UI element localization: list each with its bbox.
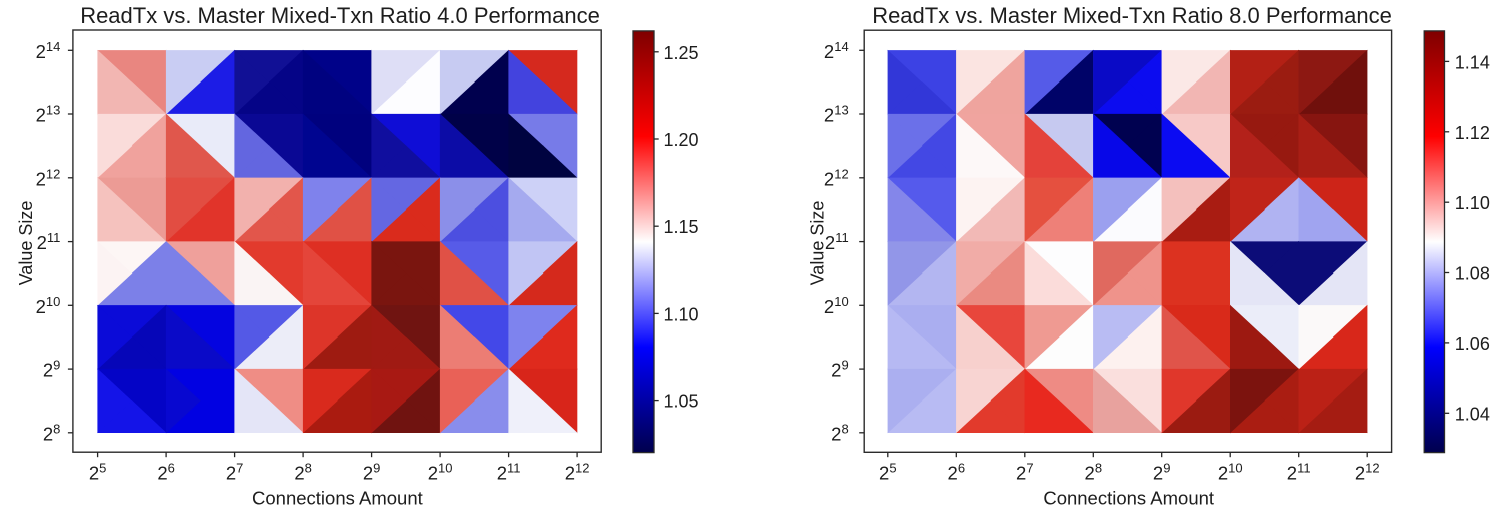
svg-text:Connections Amount: Connections Amount [252,488,423,509]
svg-text:Value Size: Value Size [807,201,827,286]
svg-text:ReadTx vs. Master Mixed-Txn Ra: ReadTx vs. Master Mixed-Txn Ratio 4.0 Pe… [80,3,600,28]
svg-text:1.15: 1.15 [664,217,699,237]
svg-text:1.08: 1.08 [1455,264,1490,284]
svg-text:1.20: 1.20 [664,130,699,150]
svg-text:1.10: 1.10 [1455,193,1490,213]
svg-text:1.05: 1.05 [664,392,699,412]
svg-text:ReadTx vs. Master Mixed-Txn Ra: ReadTx vs. Master Mixed-Txn Ratio 8.0 Pe… [872,3,1392,28]
svg-text:1.04: 1.04 [1455,404,1490,424]
svg-text:1.06: 1.06 [1455,334,1490,354]
svg-text:Value Size: Value Size [16,201,36,286]
svg-text:1.10: 1.10 [664,304,699,324]
svg-text:1.25: 1.25 [664,43,699,63]
svg-text:Connections Amount: Connections Amount [1043,488,1214,509]
svg-text:1.12: 1.12 [1455,123,1490,143]
svg-text:1.14: 1.14 [1455,52,1490,72]
